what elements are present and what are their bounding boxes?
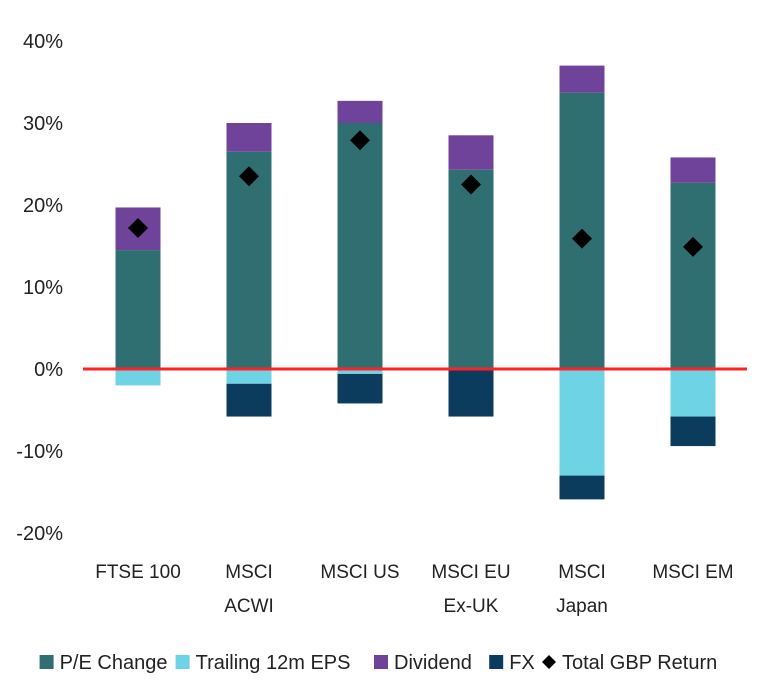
bar-segment-fx	[448, 369, 494, 417]
x-category-label: MSCI EU	[431, 562, 510, 583]
legend-diamond-swatch	[542, 655, 556, 669]
bar-segment-p-e-change	[670, 182, 716, 369]
bar-segment-p-e-change	[226, 151, 272, 369]
y-tick-label: 0%	[34, 359, 63, 381]
x-category-label: FTSE 100	[95, 562, 181, 583]
bar-segment-dividend	[337, 100, 383, 123]
y-tick-label: -10%	[16, 441, 63, 463]
bar-segment-p-e-change	[115, 250, 161, 369]
x-category-label: ACWI	[224, 596, 274, 617]
y-tick-label: 10%	[23, 277, 63, 299]
x-axis: FTSE 100 MSCI ACWI MSCI US MSCI EU Ex-UK MSCI J…	[95, 562, 733, 617]
bar-segment-trailing-12m-eps	[559, 369, 605, 476]
x-category-label: Japan	[556, 596, 608, 617]
x-category-label: Ex-UK	[444, 596, 499, 617]
bar-segment-fx	[670, 416, 716, 447]
total-markers-group	[128, 130, 703, 257]
y-tick-label: 30%	[23, 113, 63, 135]
legend-swatch	[175, 655, 190, 669]
bar-segment-fx	[226, 383, 272, 417]
bar-segment-dividend	[670, 157, 716, 183]
bar-segment-dividend	[448, 135, 494, 170]
total-return-marker	[128, 217, 148, 238]
y-tick-label: -20%	[16, 523, 63, 545]
bar-segment-p-e-change	[337, 123, 383, 369]
y-tick-label: 40%	[23, 31, 63, 53]
legend-swatch	[39, 655, 54, 669]
legend-label: Trailing 12m EPS	[196, 652, 351, 674]
bar-segment-trailing-12m-eps	[337, 369, 383, 374]
x-category-label: MSCI US	[320, 562, 399, 583]
total-return-marker	[572, 228, 592, 249]
legend-label: Total GBP Return	[562, 652, 717, 674]
bar-segment-fx	[337, 373, 383, 404]
x-category-label: MSCI	[225, 562, 273, 583]
bar-segment-p-e-change	[448, 169, 494, 369]
legend-label: Dividend	[394, 652, 472, 674]
legend: P/E Change Trailing 12m EPS Dividend FX Tota…	[39, 652, 717, 674]
bar-segment-trailing-12m-eps	[226, 369, 272, 384]
bars-group	[115, 65, 716, 500]
bar-segment-dividend	[559, 65, 605, 93]
total-return-marker	[350, 130, 370, 151]
y-tick-label: 20%	[23, 195, 63, 217]
legend-swatch	[374, 655, 388, 669]
y-axis: 40% 30% 20% 10% 0% -10% -20%	[16, 31, 63, 545]
bar-segment-trailing-12m-eps	[115, 369, 161, 386]
total-return-marker	[461, 174, 481, 195]
x-category-label: MSCI EM	[652, 562, 733, 583]
bar-segment-dividend	[226, 123, 272, 152]
bar-segment-trailing-12m-eps	[670, 369, 716, 417]
legend-label: P/E Change	[60, 652, 168, 674]
legend-swatch	[489, 655, 504, 669]
legend-label: FX	[509, 652, 535, 674]
x-category-label: MSCI	[558, 562, 606, 583]
total-return-marker	[683, 236, 703, 257]
bar-segment-fx	[559, 475, 605, 500]
total-return-marker	[239, 166, 259, 187]
